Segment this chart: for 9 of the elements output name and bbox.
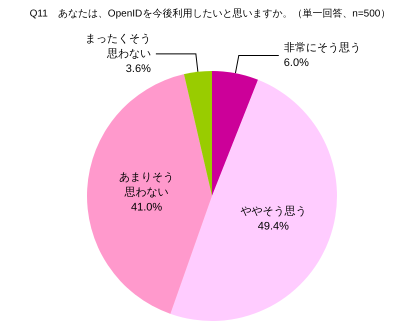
- slice-label: あまりそう思わない: [119, 171, 174, 198]
- slice-label: まったくそう思わない: [84, 32, 151, 60]
- data-label: 41.0%: [131, 201, 162, 214]
- data-label: 6.0%: [284, 57, 310, 70]
- data-label: 3.6%: [126, 62, 152, 75]
- chart-title: Q11 あなたは、OpenIDを今後利用したいと思いますか。（単一回答、n=500）: [30, 8, 390, 20]
- data-label: 49.4%: [258, 220, 290, 232]
- slice-label: 非常にそう思う: [284, 41, 361, 54]
- slice-label: ややそう思う: [240, 205, 306, 218]
